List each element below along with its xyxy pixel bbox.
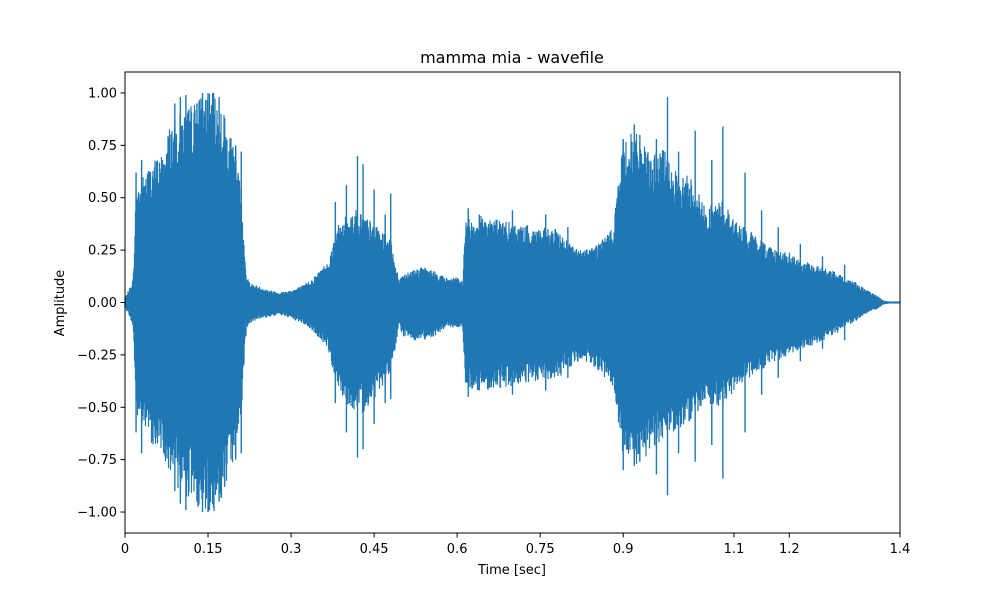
x-tick-label: 0.75 <box>526 542 555 557</box>
x-tick-label: 0 <box>121 542 129 557</box>
x-tick-label: 0.9 <box>613 542 634 557</box>
y-tick-label: 0.25 <box>88 244 117 259</box>
x-tick-label: 0.15 <box>194 542 223 557</box>
y-tick-label: 0.00 <box>88 296 117 311</box>
y-tick-label: −0.25 <box>77 348 117 363</box>
x-tick-label: 1.1 <box>724 542 745 557</box>
x-axis-label: Time [sec] <box>477 563 546 578</box>
y-axis-label: Amplitude <box>53 270 68 337</box>
x-tick-label: 0.3 <box>281 542 302 557</box>
y-tick-label: 0.75 <box>88 139 117 154</box>
y-tick-label: 1.00 <box>88 86 117 101</box>
x-tick-label: 1.4 <box>890 542 911 557</box>
y-tick-label: 0.50 <box>88 191 117 206</box>
x-tick-label: 0.45 <box>360 542 389 557</box>
y-axis-ticks: 1.00 0.75 0.50 0.25 0.00 −0.25 −0.50 −0.75 −1.00 <box>77 86 125 521</box>
y-tick-label: −0.50 <box>77 401 117 416</box>
x-axis-ticks: 0 0.15 0.3 0.45 0.6 0.75 0.9 1.1 1.2 1.4 <box>121 533 910 557</box>
y-tick-label: −0.75 <box>77 453 117 468</box>
x-tick-label: 1.2 <box>779 542 800 557</box>
series-layer <box>124 92 901 513</box>
x-tick-label: 0.6 <box>447 542 468 557</box>
chart-title: mamma mia - wavefile <box>420 48 604 67</box>
y-tick-label: −1.00 <box>77 506 117 521</box>
